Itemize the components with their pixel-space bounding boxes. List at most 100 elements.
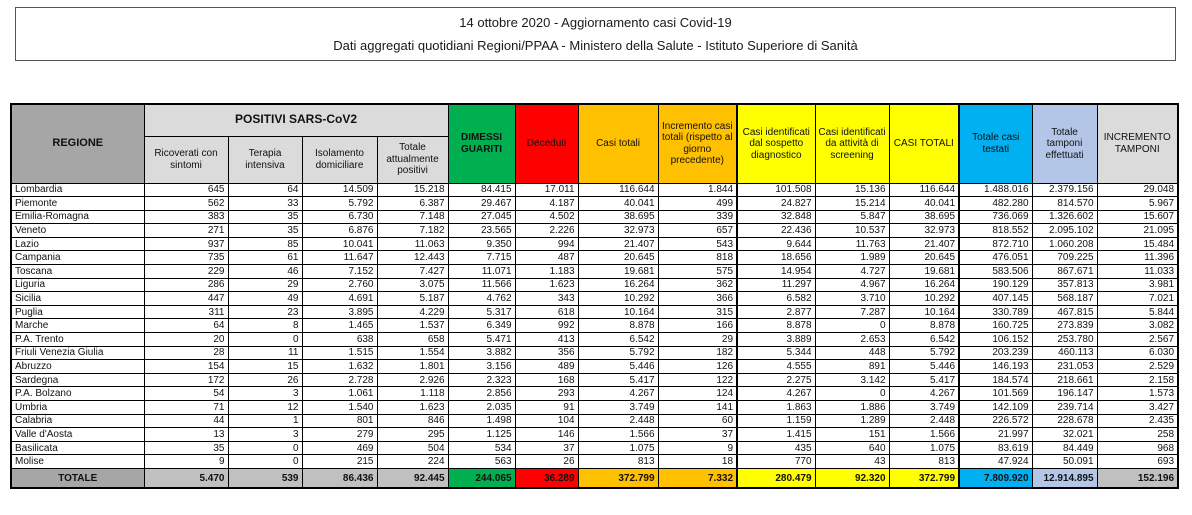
cell-value: 658 [376, 332, 449, 347]
cell-value: 44 [143, 413, 229, 429]
cell-value: 146 [514, 427, 579, 442]
region-name: Campania [10, 250, 145, 266]
col-header-totale-attualmente-positivi: Totale attualmente positivi [376, 135, 449, 184]
cell-value: 645 [143, 182, 229, 198]
cell-value: 1.415 [736, 427, 816, 442]
cell-value: 60 [657, 413, 739, 429]
cell-value: 11.071 [447, 264, 516, 279]
cell-value: 228.678 [1031, 413, 1098, 429]
cell-value: 6.542 [577, 332, 659, 347]
cell-value: 3.156 [447, 359, 516, 374]
cell-value: 11.033 [1096, 264, 1179, 279]
col-group-positivi-sars-cov2: POSITIVI SARS-CoV2 [143, 103, 449, 137]
col-header-incremento-tamponi: INCREMENTO TAMPONI [1096, 103, 1179, 184]
table-row: Liguria 286 29 2.760 3.075 11.566 1.623 16.264 3… [10, 277, 1179, 293]
cell-value: 448 [814, 345, 890, 361]
cell-value: 343 [514, 291, 579, 306]
cell-value: 54 [143, 386, 229, 401]
cell-value: 5.844 [1096, 304, 1179, 320]
cell-value: 279 [301, 427, 378, 442]
cell-value: 1.075 [577, 440, 659, 456]
cell-value: 11.763 [814, 236, 890, 252]
cell-value: 2.035 [447, 400, 516, 415]
cell-value: 15 [227, 359, 303, 374]
cell-value: 35 [143, 440, 229, 456]
cell-value: 38.695 [577, 209, 659, 225]
region-name: Basilicata [10, 440, 145, 456]
cell-value: 3.981 [1096, 277, 1179, 293]
cell-value: 15.214 [814, 196, 890, 211]
cell-value: 3.427 [1096, 400, 1179, 415]
cell-value: 2.435 [1096, 413, 1179, 429]
cell-value: 7.152 [301, 264, 378, 279]
cell-value: 467.815 [1031, 304, 1098, 320]
cell-value: 83.619 [958, 440, 1033, 456]
cell-value: 229 [143, 264, 229, 279]
covid-regions-table: REGIONE POSITIVI SARS-CoV2 DIMESSI GUARI… [10, 103, 1180, 490]
cell-value: 271 [143, 223, 229, 238]
cell-value: 3.142 [814, 372, 890, 388]
table-row: P.A. Trento 20 0 638 658 5.471 413 6.542 29 3.889… [10, 332, 1179, 347]
cell-value: 4.502 [514, 209, 579, 225]
cell-value: 10.292 [577, 291, 659, 306]
cell-value: 172 [143, 372, 229, 388]
table-row: Umbria 71 12 1.540 1.623 2.035 91 3.749 141 1.863… [10, 400, 1179, 415]
cell-value: 818 [657, 250, 739, 266]
total-value: 86.436 [301, 467, 378, 489]
cell-value: 6.030 [1096, 345, 1179, 361]
col-header-incremento-casi-totali: Incremento casi totali (rispetto al gior… [657, 103, 739, 184]
cell-value: 64 [227, 182, 303, 198]
cell-value: 315 [657, 304, 739, 320]
cell-value: 6.542 [888, 332, 961, 347]
region-name: Veneto [10, 223, 145, 238]
table-row: Sardegna 172 26 2.728 2.926 2.323 168 5.417 122 2… [10, 372, 1179, 388]
cell-value: 49 [227, 291, 303, 306]
cell-value: 992 [514, 318, 579, 334]
cell-value: 12 [227, 400, 303, 415]
table-row: Toscana 229 46 7.152 7.427 11.071 1.183 19.681 5… [10, 264, 1179, 279]
cell-value: 357.813 [1031, 277, 1098, 293]
cell-value: 231.053 [1031, 359, 1098, 374]
table-row: Friuli Venezia Giulia 28 11 1.515 1.554 3.882… [10, 345, 1179, 361]
cell-value: 814.570 [1031, 196, 1098, 211]
cell-value: 40.041 [577, 196, 659, 211]
region-name: Piemonte [10, 196, 145, 211]
cell-value: 29 [227, 277, 303, 293]
table-row: Sicilia 447 49 4.691 5.187 4.762 343 10.292 366 6… [10, 291, 1179, 306]
cell-value: 1.566 [888, 427, 961, 442]
col-header-totale-tamponi: Totale tamponi effettuati [1031, 103, 1098, 184]
cell-value: 5.187 [376, 291, 449, 306]
cell-value: 1.537 [376, 318, 449, 334]
cell-value: 28 [143, 345, 229, 361]
region-name: Marche [10, 318, 145, 334]
cell-value: 4.229 [376, 304, 449, 320]
cell-value: 154 [143, 359, 229, 374]
cell-value: 1.488.016 [958, 182, 1033, 198]
cell-value: 7.182 [376, 223, 449, 238]
cell-value: 3.082 [1096, 318, 1179, 334]
cell-value: 2.567 [1096, 332, 1179, 347]
cell-value: 534 [447, 440, 516, 456]
cell-value: 190.129 [958, 277, 1033, 293]
table-row: Lazio 937 85 10.041 11.063 9.350 994 21.407 543 9… [10, 236, 1179, 252]
cell-value: 618 [514, 304, 579, 320]
cell-value: 9.350 [447, 236, 516, 252]
cell-value: 460.113 [1031, 345, 1098, 361]
cell-value: 362 [657, 277, 739, 293]
cell-value: 124 [657, 386, 739, 401]
cell-value: 499 [657, 196, 739, 211]
cell-value: 1.623 [514, 277, 579, 293]
cell-value: 563 [447, 454, 516, 469]
cell-value: 184.574 [958, 372, 1033, 388]
cell-value: 239.714 [1031, 400, 1098, 415]
cell-value: 0 [227, 454, 303, 469]
cell-value: 2.095.102 [1031, 223, 1098, 238]
cell-value: 3.075 [376, 277, 449, 293]
cell-value: 8.878 [577, 318, 659, 334]
cell-value: 10.292 [888, 291, 961, 306]
region-name: Abruzzo [10, 359, 145, 374]
region-name: Valle d'Aosta [10, 427, 145, 442]
total-value: 372.799 [577, 467, 659, 489]
cell-value: 562 [143, 196, 229, 211]
cell-value: 166 [657, 318, 739, 334]
